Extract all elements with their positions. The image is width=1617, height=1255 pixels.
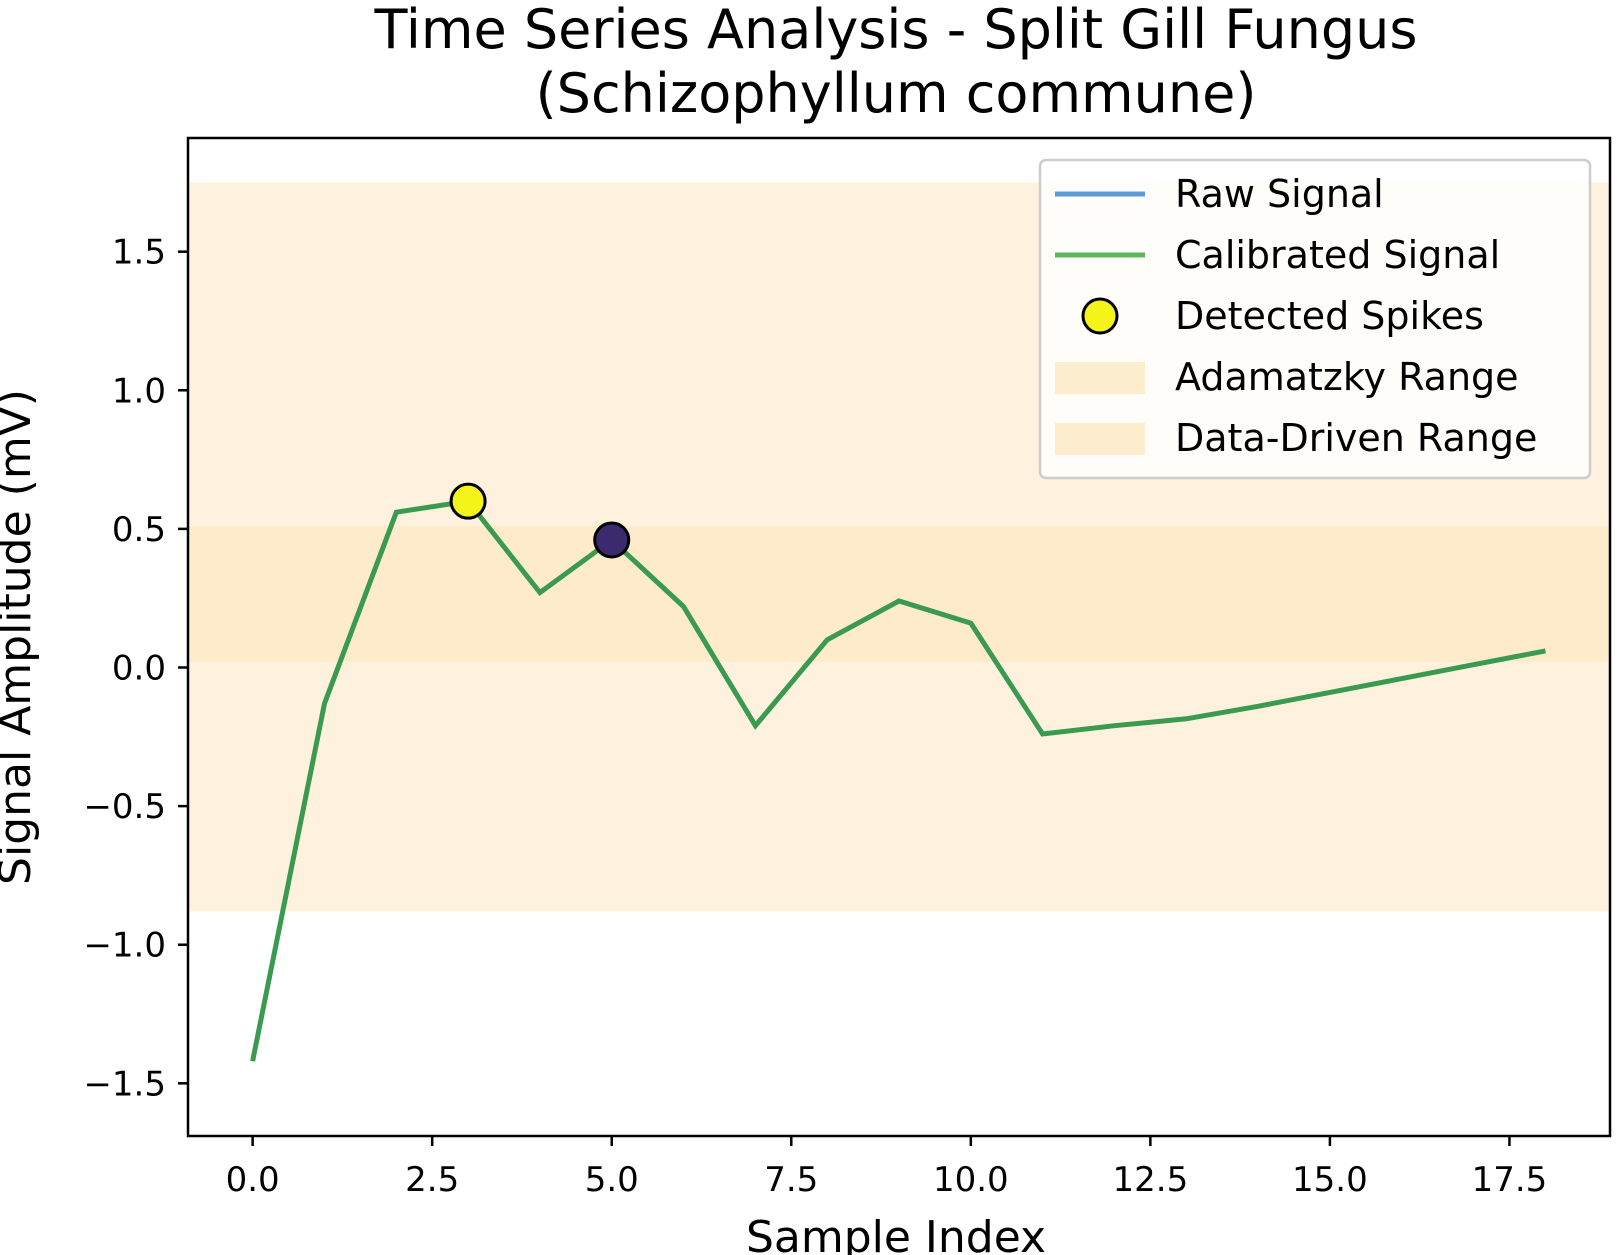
- spike-point-2: [593, 521, 631, 559]
- x-axis-label: Sample Index: [746, 1212, 1046, 1255]
- x-axis-ticks: 0.0 2.5 5.0 7.5 10.0 12.5 15.0 17.5: [226, 1136, 1548, 1200]
- y-tick-label: 1.5: [112, 233, 166, 273]
- y-tick-label: −1.5: [83, 1064, 166, 1104]
- y-axis-ticks: −1.5 −1.0 −0.5 0.0 0.5 1.0 1.5: [83, 233, 188, 1104]
- legend-swatch-marker: [1081, 297, 1119, 335]
- y-tick-label: −1.0: [83, 926, 166, 966]
- range-band-2: [188, 526, 1610, 662]
- legend-label: Calibrated Signal: [1175, 233, 1500, 277]
- spike-point-1: [449, 482, 487, 520]
- y-tick-label: −0.5: [83, 787, 166, 827]
- x-tick-label: 7.5: [764, 1160, 818, 1200]
- legend-label: Adamatzky Range: [1175, 355, 1519, 399]
- x-tick-label: 17.5: [1472, 1160, 1548, 1200]
- legend-swatch-patch: [1055, 423, 1145, 455]
- axes-frame: [186, 136, 1612, 1138]
- x-tick-label: 5.0: [585, 1160, 639, 1200]
- y-tick-label: 1.0: [112, 371, 166, 411]
- x-tick-label: 0.0: [226, 1160, 280, 1200]
- legend: Raw Signal Calibrated Signal Detected Spik…: [1038, 158, 1592, 480]
- y-tick-label: 0.5: [112, 510, 166, 550]
- x-tick-label: 15.0: [1292, 1160, 1368, 1200]
- x-tick-label: 2.5: [405, 1160, 459, 1200]
- chart-title-line1: Time Series Analysis - Split Gill Fungus: [374, 0, 1418, 61]
- legend-label: Raw Signal: [1175, 172, 1384, 216]
- y-axis-label: Signal Amplitude (mV): [0, 389, 41, 885]
- x-tick-label: 12.5: [1113, 1160, 1189, 1200]
- legend-box: [1038, 158, 1592, 480]
- y-tick-label: 0.0: [112, 648, 166, 688]
- legend-label: Data-Driven Range: [1175, 416, 1537, 460]
- legend-label: Detected Spikes: [1175, 294, 1484, 338]
- chart-title-line2: (Schizophyllum commune): [536, 62, 1257, 125]
- spike-markers: [449, 482, 631, 559]
- x-tick-label: 10.0: [933, 1160, 1009, 1200]
- legend-swatch-patch: [1055, 362, 1145, 394]
